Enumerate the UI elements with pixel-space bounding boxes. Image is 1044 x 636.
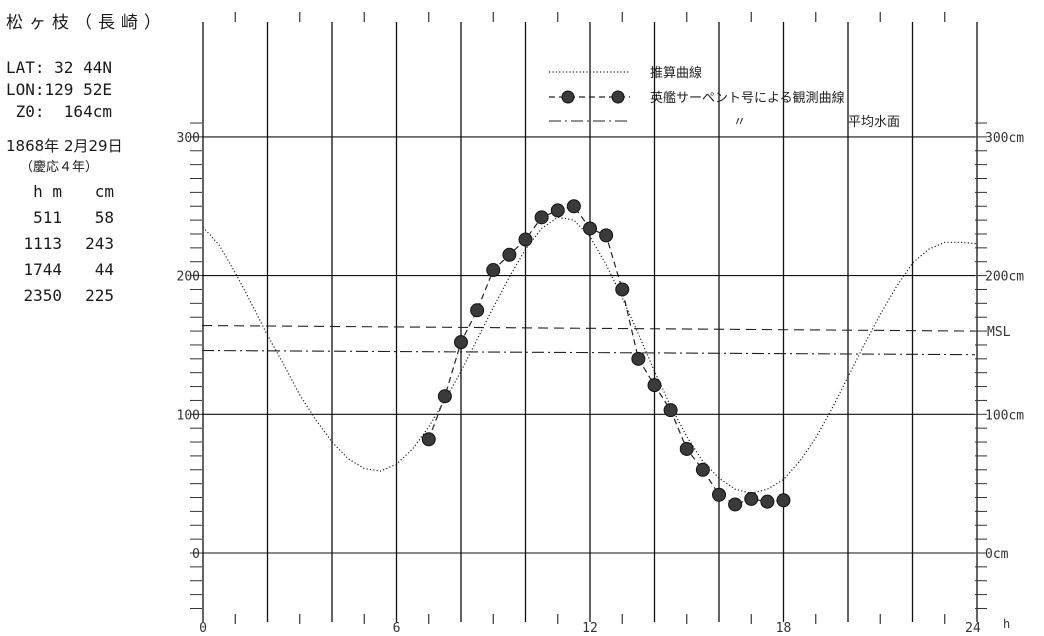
longitude-text: LON:129 52E	[6, 80, 112, 99]
station-name: 松ヶ枝（長崎）	[6, 13, 167, 33]
table-cell-time: 2350	[23, 285, 62, 305]
y-tick-label-right: 200cm	[985, 270, 1024, 285]
observed-point	[534, 210, 549, 225]
y-tick-label-left: 0	[192, 547, 200, 562]
observed-point	[502, 247, 517, 262]
legend-label: 平均水面	[848, 115, 900, 130]
x-tick-label: 6	[393, 621, 401, 636]
y-tick-label-left: 100	[177, 408, 200, 423]
observed-point	[421, 432, 436, 447]
x-tick-label: 0	[199, 621, 207, 636]
y-tick-label-right: 0cm	[985, 547, 1009, 562]
legend-label: 推算曲線	[650, 65, 702, 81]
observed-point	[647, 378, 662, 393]
observed-point	[486, 263, 501, 278]
y-tick-label-right: 300cm	[985, 131, 1024, 146]
station-info-panel: 松ヶ枝（長崎） LAT: 32 44N LON:129 52E Z0: 164c…	[6, 8, 206, 309]
legend-ditto: 〃	[733, 115, 746, 130]
y-tick-label-right: 100cm	[985, 408, 1024, 423]
observed-point	[566, 199, 581, 214]
y-tick-label-left: 300	[177, 131, 200, 146]
observed-point	[712, 487, 726, 502]
legend-marker	[611, 90, 625, 104]
chart-series	[201, 199, 978, 512]
table-cell-time: 1113	[23, 233, 62, 253]
x-tick-label: 12	[582, 621, 598, 636]
table-cell-height: 243	[85, 233, 114, 253]
observed-point	[470, 303, 485, 318]
observed-point	[695, 462, 710, 477]
observed-point	[454, 335, 468, 350]
table-cell-height: 58	[94, 207, 114, 227]
table-row: 1113 243	[22, 231, 114, 257]
chart-grid	[202, 22, 978, 622]
table-row: 2350 225	[22, 283, 114, 309]
observed-point	[437, 389, 452, 404]
observed-point	[631, 351, 646, 366]
observed-point	[663, 403, 678, 418]
observed-point	[550, 203, 565, 218]
chart-tick-labels: 0 0cm 100 100cm 200 200cm 300 300cm 0 6 12 18 24 h MSL	[177, 131, 1025, 636]
chart-minor-ticks	[190, 12, 987, 624]
table-row: 1744 44	[22, 257, 114, 283]
observed-point	[518, 232, 533, 247]
series-line-dash-dot	[201, 349, 976, 356]
x-unit-label: h	[1003, 617, 1010, 631]
table-header-height: cm	[94, 181, 114, 201]
series-line-dashed	[201, 324, 976, 332]
x-tick-label: 24	[965, 621, 981, 636]
table-cell-time: 511	[33, 207, 62, 227]
observed-point	[744, 491, 759, 506]
series-line-dashed-markers	[428, 205, 784, 506]
table-cell-height: 44	[94, 259, 114, 279]
latitude-text: LAT: 32 44N	[6, 58, 112, 77]
observed-point	[728, 497, 743, 512]
table-row: 511 58	[22, 205, 114, 231]
y-tick-label-left: 200	[177, 270, 200, 285]
msl-label: MSL	[987, 325, 1011, 340]
z0-text: Z0: 164cm	[6, 102, 112, 121]
observed-point	[615, 282, 630, 297]
observed-point	[776, 493, 791, 508]
observed-point	[599, 228, 614, 243]
observed-point	[760, 494, 775, 509]
table-header-row: h m cm	[22, 179, 114, 205]
table-cell-height: 225	[85, 285, 114, 305]
table-cell-time: 1744	[23, 259, 62, 279]
observation-date: 1868年 2月29日	[6, 137, 123, 155]
legend-label: 英艦サーペント号による観測曲線	[650, 90, 845, 106]
x-tick-label: 18	[776, 621, 792, 636]
series-line-dotted	[202, 216, 978, 494]
legend-marker	[561, 90, 575, 104]
era-name: （慶応４年）	[20, 160, 99, 175]
table-header-time: h m	[33, 181, 62, 201]
high-low-table: h m cm 511 58 1113 243 1744 44 2350 225	[22, 179, 114, 309]
observed-point	[679, 441, 694, 456]
observed-point	[583, 221, 597, 236]
